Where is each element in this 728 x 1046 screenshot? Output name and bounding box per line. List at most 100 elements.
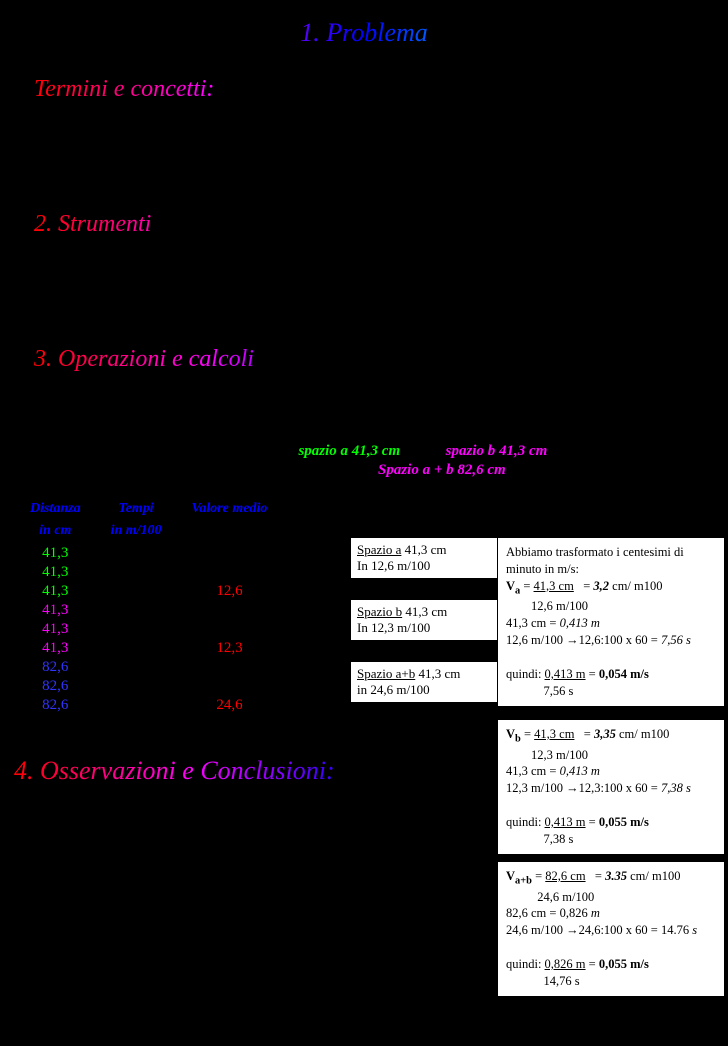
spazio-ab-label: Spazio a + b 82,6 cm bbox=[378, 462, 506, 478]
cell-tempi bbox=[97, 545, 176, 562]
vb-quindi: quindi: bbox=[506, 815, 545, 829]
measure-line-ab: spazio a 41,3 cm spazio b 41,3 cm bbox=[0, 443, 728, 460]
va-conv2r: 7,56 s bbox=[661, 633, 691, 647]
cell-tempi bbox=[97, 697, 176, 714]
table-row: 82,6 bbox=[16, 659, 281, 676]
vab-res: 3.35 bbox=[605, 869, 627, 883]
cell-tempi bbox=[97, 602, 176, 619]
vb-conv2: 12,3 m/100 →12,3:100 x 60 = bbox=[506, 781, 661, 795]
vab-quindi: quindi: bbox=[506, 957, 545, 971]
table-row: 41,3 bbox=[16, 564, 281, 581]
table-row: 41,3 12,6 bbox=[16, 583, 281, 600]
va-frac-bot: 12,6 m/100 bbox=[531, 599, 588, 613]
cell-valmedio bbox=[178, 564, 282, 581]
table-row: 41,3 bbox=[16, 545, 281, 562]
col-tempi-h1: Tempi bbox=[97, 501, 176, 521]
vb-qeq: = bbox=[586, 815, 599, 829]
vb-frac-top: 41,3 cm bbox=[534, 727, 574, 741]
table-row: 82,6 bbox=[16, 678, 281, 695]
va-conv1r: 0,413 m bbox=[560, 616, 600, 630]
vb-sym: V bbox=[506, 727, 515, 741]
vab-conv2r: s bbox=[692, 923, 697, 937]
vb-qtop: 0,413 m bbox=[545, 815, 586, 829]
vab-conv2: 24,6 m/100 →24,6:100 x 60 = 14.76 bbox=[506, 923, 692, 937]
vb-conv1: 41,3 cm = bbox=[506, 764, 560, 778]
vab-sub: a+b bbox=[515, 876, 532, 887]
table-row: 82,6 24,6 bbox=[16, 697, 281, 714]
vb-eq: = bbox=[521, 727, 534, 741]
cell-distanza: 41,3 bbox=[16, 602, 95, 619]
cell-valmedio bbox=[178, 545, 282, 562]
spazio-a-val: 41,3 cm bbox=[405, 542, 447, 557]
spazio-ab-val: 41,3 cm bbox=[418, 666, 460, 681]
col-tempi-h2: in m/100 bbox=[97, 523, 176, 543]
calc-box-ab: Va+b = 82,6 cm = 3.35 cm/ m100 24,6 m/10… bbox=[497, 861, 725, 997]
cell-valmedio: 24,6 bbox=[178, 697, 282, 714]
col-valmedio-h1: Valore medio bbox=[178, 501, 282, 521]
spazio-b-title: Spazio b bbox=[357, 604, 402, 619]
heading-problema: 1. Problema bbox=[0, 18, 728, 48]
va-qres: 0,054 m/s bbox=[599, 667, 649, 681]
va-qeq: = bbox=[586, 667, 599, 681]
spazio-a-label: spazio a 41,3 cm bbox=[298, 443, 400, 459]
vab-frac-bot: 24,6 m/100 bbox=[537, 890, 594, 904]
spazio-box-ab: Spazio a+b 41,3 cm in 24,6 m/100 bbox=[350, 661, 499, 703]
va-res: 3,2 bbox=[593, 579, 609, 593]
spazio-box-b: Spazio b 41,3 cm In 12,3 m/100 bbox=[350, 599, 499, 641]
va-eq2: = bbox=[583, 579, 593, 593]
spazio-box-a: Spazio a 41,3 cm In 12,6 m/100 bbox=[350, 537, 499, 579]
vab-qeq: = bbox=[586, 957, 599, 971]
vb-conv2r: 7,38 s bbox=[661, 781, 691, 795]
cell-tempi bbox=[97, 564, 176, 581]
cell-tempi bbox=[97, 583, 176, 600]
cell-distanza: 41,3 bbox=[16, 545, 95, 562]
va-frac-top: 41,3 cm bbox=[534, 579, 574, 593]
cell-valmedio: 12,6 bbox=[178, 583, 282, 600]
cell-distanza: 41,3 bbox=[16, 564, 95, 581]
vb-eq2: = bbox=[584, 727, 594, 741]
heading-operazioni: 3. Operazioni e calcoli bbox=[34, 346, 728, 373]
vb-qres: 0,055 m/s bbox=[599, 815, 649, 829]
spazio-ab-sub: in 24,6 m/100 bbox=[357, 682, 430, 697]
va-qtop: 0,413 m bbox=[545, 667, 586, 681]
vb-res: 3,35 bbox=[594, 727, 616, 741]
cell-distanza: 41,3 bbox=[16, 583, 95, 600]
cell-tempi bbox=[97, 659, 176, 676]
spazio-b-sub: In 12,3 m/100 bbox=[357, 620, 430, 635]
vab-conv1: 82,6 cm = 0,826 bbox=[506, 906, 591, 920]
spazio-b-label: spazio b 41,3 cm bbox=[446, 443, 548, 459]
vab-qres: 0,055 m/s bbox=[599, 957, 649, 971]
va-conv2: 12,6 m/100 →12,6:100 x 60 = bbox=[506, 633, 661, 647]
col-distanza-h2: in cm bbox=[16, 523, 95, 543]
vab-conv1r: m bbox=[591, 906, 600, 920]
vb-conv1r: 0,413 m bbox=[560, 764, 600, 778]
measure-line-sum: Spazio a + b 82,6 cm bbox=[0, 462, 728, 479]
va-eq: = bbox=[520, 579, 533, 593]
vab-qtop: 0,826 m bbox=[545, 957, 586, 971]
cell-distanza: 82,6 bbox=[16, 678, 95, 695]
cell-valmedio bbox=[178, 659, 282, 676]
va-sym: V bbox=[506, 579, 515, 593]
calc-box-b: Vb = 41,3 cm = 3,35 cm/ m100 12,3 m/100 … bbox=[497, 719, 725, 855]
calc-intro: Abbiamo trasformato i centesimi di minut… bbox=[506, 545, 684, 576]
cell-valmedio bbox=[178, 602, 282, 619]
data-table: Distanza Tempi Valore medio in cm in m/1… bbox=[14, 499, 283, 716]
cell-valmedio: 12,3 bbox=[178, 640, 282, 657]
table-row: 41,312,3 bbox=[16, 640, 281, 657]
vb-frac-bot: 12,3 m/100 bbox=[531, 748, 588, 762]
cell-tempi bbox=[97, 640, 176, 657]
table-row: 41,3 bbox=[16, 621, 281, 638]
table-row: 41,3 bbox=[16, 602, 281, 619]
cell-tempi bbox=[97, 621, 176, 638]
va-quindi: quindi: bbox=[506, 667, 545, 681]
heading-strumenti: 2. Strumenti bbox=[34, 211, 728, 238]
vab-frac-top: 82,6 cm bbox=[545, 869, 585, 883]
va-conv1: 41,3 cm = bbox=[506, 616, 560, 630]
cell-distanza: 82,6 bbox=[16, 659, 95, 676]
spazio-a-sub: In 12,6 m/100 bbox=[357, 558, 430, 573]
cell-tempi bbox=[97, 678, 176, 695]
vab-eq2: = bbox=[595, 869, 605, 883]
cell-distanza: 82,6 bbox=[16, 697, 95, 714]
vb-unit: cm/ m100 bbox=[616, 727, 669, 741]
va-unit: cm/ m100 bbox=[609, 579, 662, 593]
